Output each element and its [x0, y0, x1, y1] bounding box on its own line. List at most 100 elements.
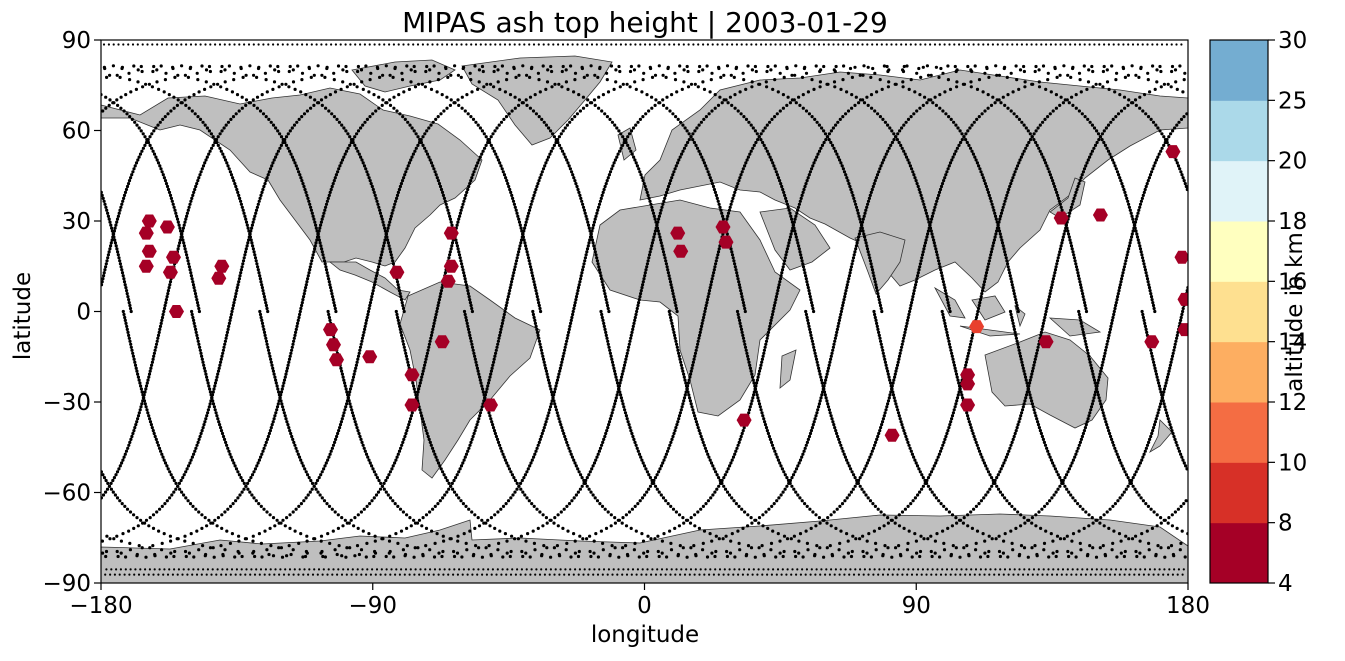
x-tick-label: −90: [348, 593, 397, 619]
x-tick-label: 90: [902, 593, 931, 619]
ash-marker: [715, 220, 731, 234]
ash-marker: [166, 250, 181, 264]
orbit-track: [102, 64, 1175, 559]
orbit-track: [101, 64, 1176, 559]
colorbar-tick-label: 12: [1278, 390, 1307, 416]
land-new-zealand: [1149, 419, 1173, 454]
polar-track-band: [102, 43, 1185, 576]
colorbar-frame: [1209, 39, 1269, 584]
y-tick-label: −30: [42, 390, 91, 416]
orbit-track: [101, 64, 1185, 559]
orbit-track: [105, 64, 1186, 559]
land-arabia: [759, 207, 831, 271]
ash-marker: [169, 305, 184, 318]
land-antarctica: [101, 513, 1188, 583]
ash-marker: [670, 226, 686, 240]
ash-marker: [211, 271, 227, 285]
ash-marker: [1174, 250, 1188, 264]
colorbar-tick-label: 30: [1278, 28, 1307, 54]
orbit-track: [101, 64, 1188, 559]
ash-marker: [1144, 335, 1160, 349]
y-tick-label: 30: [62, 209, 91, 235]
colorbar-tick-label: 4: [1278, 571, 1293, 597]
land-central-america: [328, 261, 411, 301]
map-title: MIPAS ash top height | 2003-01-29: [402, 6, 888, 39]
ash-marker: [960, 377, 976, 391]
ash-marker: [736, 413, 752, 427]
ash-marker: [326, 338, 341, 352]
colorbar-segment: [1210, 160, 1268, 222]
ash-marker: [718, 235, 734, 249]
ash-marker: [1053, 211, 1069, 225]
orbit-track: [105, 64, 1188, 559]
ash-marker: [138, 226, 154, 240]
colorbar-segment: [1210, 221, 1268, 282]
ash-marker: [404, 368, 420, 382]
colorbar-segment: [1210, 281, 1268, 343]
ash-marker: [483, 398, 498, 412]
ash-marker: [141, 214, 157, 228]
orbit-track: [104, 64, 1176, 559]
ash-marker: [389, 265, 405, 279]
colorbar-segment: [1210, 462, 1268, 524]
x-tick-label: 180: [1166, 593, 1210, 619]
x-axis-label: longitude: [591, 622, 699, 648]
ash-marker: [969, 320, 985, 334]
y-tick-label: −90: [42, 571, 91, 597]
ash-marker: [434, 335, 450, 349]
ash-marker: [884, 428, 900, 442]
ash-marker: [443, 226, 459, 240]
orbit-track: [116, 64, 1187, 559]
colorbar-label: altitude in km: [1282, 232, 1308, 392]
colorbar-tick-label: 8: [1278, 511, 1293, 537]
ash-marker: [214, 259, 230, 273]
ash-marker: [1177, 292, 1188, 306]
y-tick-label: 90: [62, 28, 91, 54]
ash-marker: [329, 353, 344, 367]
colorbar-tick-label: 20: [1278, 149, 1307, 175]
ash-marker: [362, 350, 378, 364]
y-tick-label: 60: [62, 119, 91, 145]
y-tick-label: −60: [42, 481, 91, 507]
orbit-track: [108, 64, 1187, 559]
land-madagascar: [779, 349, 797, 389]
colorbar-segment: [1210, 40, 1268, 101]
colorbar-tick-label: 18: [1278, 209, 1307, 235]
y-axis-label: latitude: [10, 272, 36, 360]
land-south-america: [399, 281, 541, 479]
orbit-track: [104, 64, 1182, 559]
colorbar-tick-label: 14: [1278, 330, 1307, 356]
land-eurasia: [639, 69, 1188, 293]
ash-marker: [1177, 323, 1188, 337]
colorbar-segment: [1210, 100, 1268, 162]
orbit-track: [101, 64, 1188, 559]
colorbar-segment: [1210, 341, 1268, 403]
colorbar-segment: [1210, 402, 1268, 463]
ash-detections: [138, 145, 1188, 442]
x-tick-label: 0: [637, 593, 652, 619]
ash-marker: [404, 398, 420, 412]
ash-marker: [138, 259, 154, 273]
ash-marker: [440, 274, 456, 288]
ash-marker: [673, 244, 689, 258]
ash-marker: [1092, 208, 1108, 222]
y-tick-label: 0: [76, 300, 91, 326]
land-australia: [984, 331, 1109, 429]
colorbar-segment: [1210, 522, 1268, 584]
x-axis-ticks: −180 −90 0 90 180: [69, 583, 1210, 619]
x-tick-label: −180: [69, 593, 132, 619]
y-axis-ticks: −90 −60 −30 0 30 60 90: [42, 28, 101, 597]
colorbar-tick-label: 25: [1278, 88, 1307, 114]
ash-marker: [162, 265, 178, 279]
colorbar-tick-label: 10: [1278, 450, 1307, 476]
ash-marker: [141, 244, 157, 258]
ash-marker: [159, 220, 175, 234]
ash-marker: [323, 323, 338, 337]
ash-marker: [960, 398, 976, 412]
colorbar: 4 8 10 12 14 16 18 20 25 30: [1209, 28, 1307, 597]
ash-marker: [443, 259, 459, 273]
orbit-track: [111, 64, 1182, 559]
colorbar-tick-label: 16: [1278, 269, 1307, 295]
